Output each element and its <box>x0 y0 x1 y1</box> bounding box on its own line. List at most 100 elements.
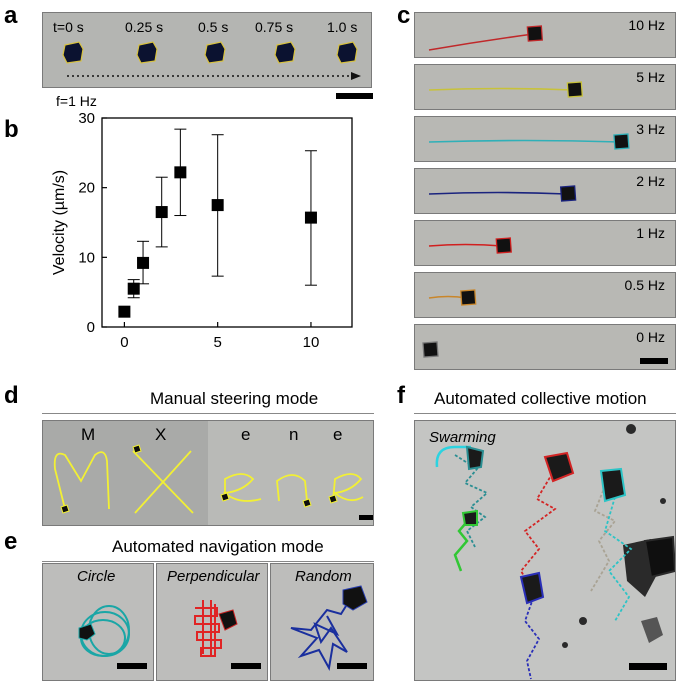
robot-M <box>60 504 70 514</box>
data-point-6 <box>304 211 317 224</box>
trail-X <box>132 450 194 514</box>
frequency-label-6: 0 Hz <box>636 329 665 345</box>
manual-steering-title: Manual steering mode <box>150 389 319 408</box>
trail-n <box>276 474 308 502</box>
scale-bar-e-2 <box>231 663 261 669</box>
robot-random <box>342 585 368 611</box>
panel-d-image: M X e n e <box>42 420 374 526</box>
panel-c-trajectories: 10 Hz 5 Hz 3 Hz 2 Hz 1 Hz 0.5 Hz 0 Hz <box>414 12 676 374</box>
perpendicular-trail <box>194 600 238 657</box>
velocity-frequency-chart: 01020300510f (Hz)Velocity (µm/s) <box>51 110 353 351</box>
trajectory-2 <box>428 133 630 150</box>
frequency-label-1: 5 Hz <box>636 69 665 85</box>
trail-line-1 <box>428 87 574 91</box>
panel-label-e: e <box>4 528 18 555</box>
trail-line-0 <box>428 33 534 51</box>
time-label-1: 0.25 s <box>125 19 164 35</box>
title-divider-e <box>42 561 374 562</box>
trajectory-strip-6: 0 Hz <box>414 324 676 370</box>
panel-a-time-lapse-image: t=0 s 0.25 s 0.5 s 0.75 s 1.0 s <box>42 12 372 88</box>
trail-line-4 <box>428 243 503 247</box>
panel-f-image: Swarming <box>414 420 676 681</box>
robot-e-2 <box>328 494 338 504</box>
perpendicular-mode-image: Perpendicular <box>156 563 268 681</box>
trail-line-3 <box>428 191 567 195</box>
trail-e-2 <box>332 473 364 502</box>
time-label-2: 0.5 s <box>198 19 229 35</box>
letter-X: X <box>155 425 167 444</box>
robot-n <box>302 498 312 508</box>
data-point-4 <box>174 166 187 179</box>
title-divider-d <box>42 413 374 414</box>
frequency-label-5: 0.5 Hz <box>624 277 665 293</box>
trail-line-2 <box>428 139 620 143</box>
scale-bar-a <box>336 93 373 99</box>
data-point-3 <box>155 206 168 219</box>
panel-d-trails <box>53 444 364 514</box>
collective-motion-title: Automated collective motion <box>434 389 647 408</box>
trajectory-1 <box>428 81 583 98</box>
scale-bar-d <box>359 515 373 520</box>
microrobot-1 <box>566 81 583 98</box>
trajectory-strip-2: 3 Hz <box>414 116 676 162</box>
letter-e-1: e <box>241 425 251 444</box>
panel-label-b: b <box>4 116 19 143</box>
microrobot-6 <box>422 341 439 358</box>
data-point-2 <box>137 256 150 269</box>
automated-navigation-title: Automated navigation mode <box>112 537 324 556</box>
y-axis-label: Velocity (µm/s) <box>51 170 68 275</box>
trajectory-4 <box>428 237 512 254</box>
data-point-1 <box>127 282 140 295</box>
time-label-0: t=0 s <box>53 19 84 35</box>
circle-mode-label: Circle <box>77 568 116 585</box>
panel-label-d: d <box>4 382 19 409</box>
x-tick-label-0: 0 <box>120 334 128 351</box>
random-trail <box>290 585 368 671</box>
direction-arrowhead <box>351 72 361 80</box>
x-tick-label-2: 10 <box>303 334 320 351</box>
letter-e-2: e <box>333 425 343 444</box>
circle-trail <box>78 605 130 657</box>
trajectory-strip-1: 5 Hz <box>414 64 676 110</box>
microrobot-3 <box>559 185 577 202</box>
trajectory-0 <box>428 25 544 51</box>
trajectory-3 <box>428 185 577 202</box>
random-mode-label: Random <box>295 568 352 585</box>
random-mode-image: Random <box>270 563 374 681</box>
time-label-3: 0.75 s <box>255 19 294 35</box>
microrobot-frames <box>62 41 358 64</box>
frequency-label-4: 1 Hz <box>636 225 665 241</box>
panel-label-a: a <box>4 2 18 29</box>
microrobot-2 <box>613 133 630 150</box>
swarming-label: Swarming <box>429 429 496 446</box>
debris <box>562 424 666 648</box>
letter-M: M <box>81 425 96 444</box>
trail-M <box>53 451 110 510</box>
scale-bar-e-1 <box>117 663 147 669</box>
robot-e-1 <box>220 492 230 502</box>
microrobot-5 <box>460 289 477 306</box>
microrobot-0 <box>526 25 544 42</box>
microrobot-4 <box>495 237 512 254</box>
y-tick-label-1: 10 <box>78 249 95 266</box>
data-point-5 <box>211 199 224 212</box>
x-tick-label-1: 5 <box>213 334 221 351</box>
y-tick-label-3: 30 <box>78 110 95 127</box>
title-divider-f <box>414 413 676 414</box>
frequency-label-0: 10 Hz <box>628 17 665 33</box>
letter-n: n <box>289 425 299 444</box>
panel-a-microrobots <box>62 41 361 80</box>
time-label-4: 1.0 s <box>327 19 358 35</box>
trajectory-strip-5: 0.5 Hz <box>414 272 676 318</box>
trail-e-1 <box>222 473 262 502</box>
robot-X <box>132 444 142 454</box>
frequency-label-3: 2 Hz <box>636 173 665 189</box>
y-tick-label-0: 0 <box>87 319 95 336</box>
scale-bar-f <box>629 663 667 670</box>
circle-mode-image: Circle <box>42 563 154 681</box>
scale-bar-e-3 <box>337 663 367 669</box>
panel-f-swarm <box>435 424 675 680</box>
robot-circle <box>78 623 96 641</box>
panel-label-c: c <box>397 2 411 29</box>
trajectory-5 <box>428 289 477 306</box>
